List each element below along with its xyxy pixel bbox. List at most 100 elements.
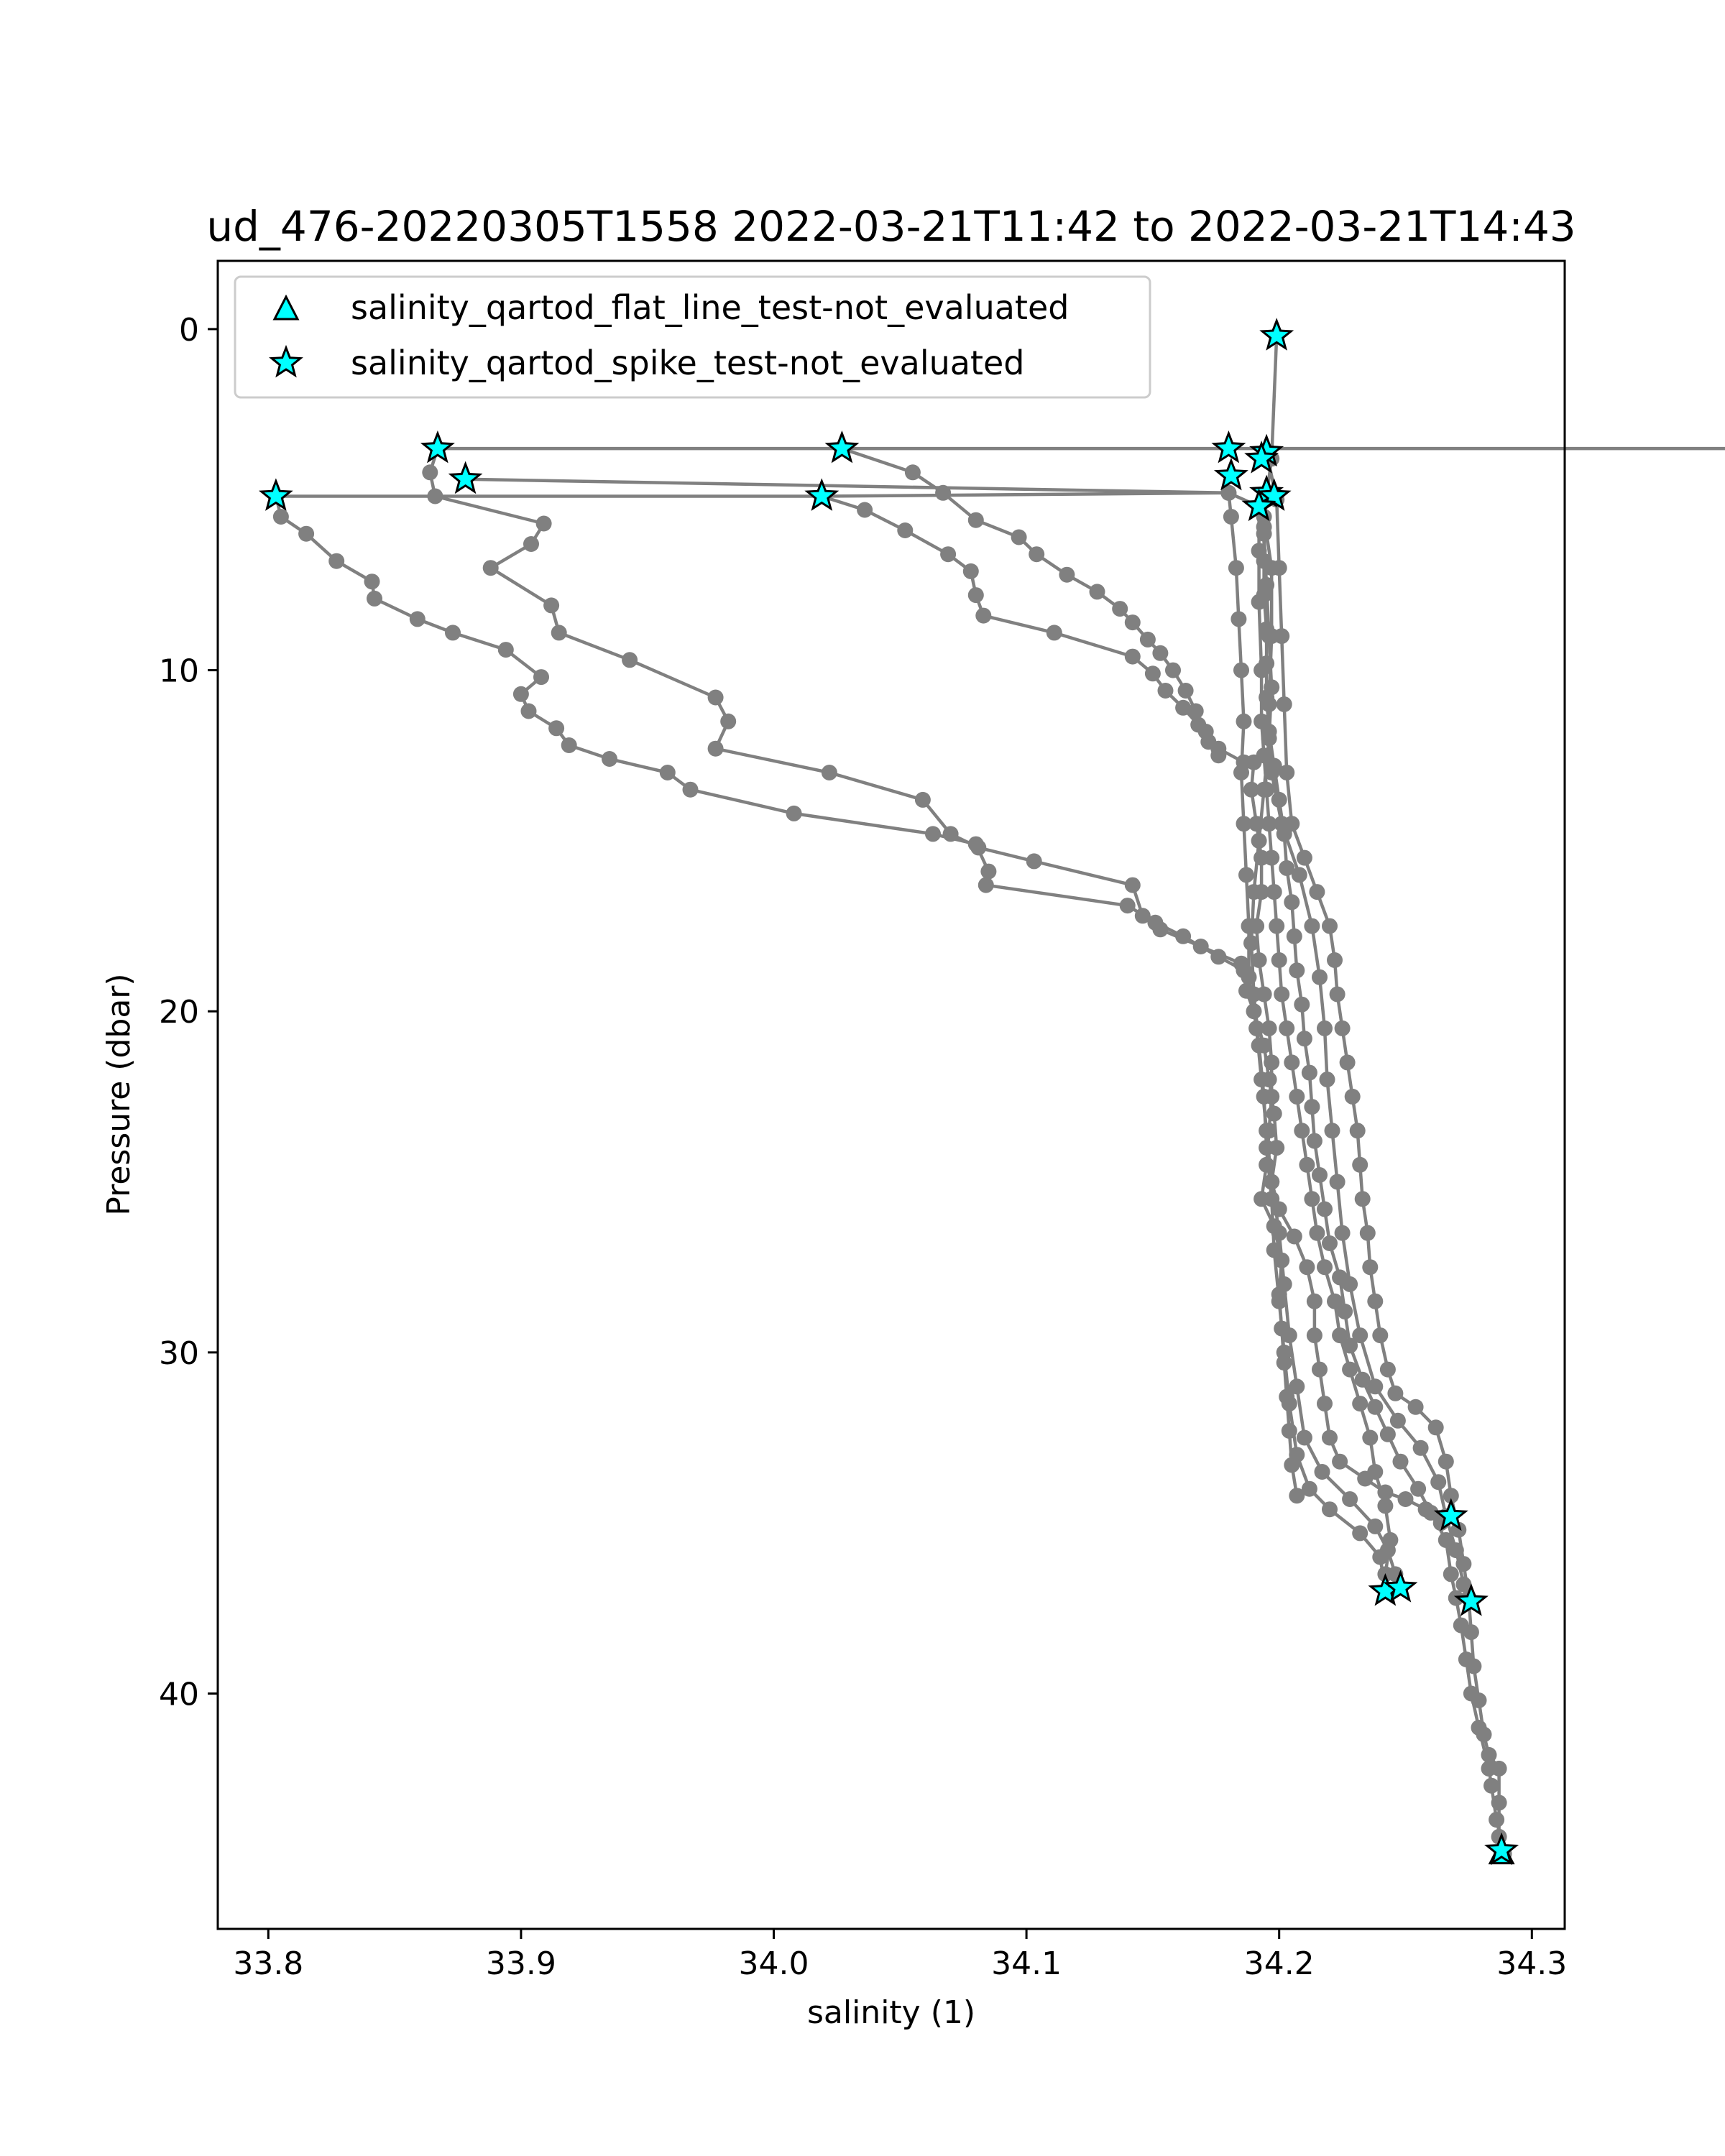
data-point <box>1177 683 1194 699</box>
data-point <box>1230 611 1247 627</box>
data-point <box>1337 1303 1353 1319</box>
data-point <box>1254 1072 1270 1088</box>
data-point <box>1175 699 1192 716</box>
data-point <box>1284 1054 1300 1071</box>
data-point <box>1289 1378 1305 1395</box>
data-point <box>1238 867 1254 883</box>
data-point <box>1059 566 1075 583</box>
data-point <box>1332 1453 1348 1470</box>
data-point <box>1342 1337 1358 1354</box>
data-point <box>1271 952 1287 968</box>
data-point <box>1362 1259 1379 1276</box>
data-point <box>1223 509 1239 525</box>
series-layer <box>267 328 1725 1862</box>
data-point <box>1458 1651 1474 1667</box>
series-5 <box>814 488 1227 764</box>
data-point <box>1443 1566 1459 1583</box>
data-point <box>1274 1252 1290 1268</box>
x-tick-label: 34.1 <box>991 1945 1062 1982</box>
data-point <box>1254 884 1270 900</box>
data-point <box>904 464 921 481</box>
spike-marker <box>1213 457 1248 491</box>
y-tick-label: 40 <box>159 1676 199 1713</box>
series-6 <box>1259 443 1510 1862</box>
data-point <box>786 805 802 821</box>
data-point <box>975 607 992 624</box>
data-point <box>1481 1760 1497 1777</box>
data-point <box>1354 1371 1371 1388</box>
y-axis-label: Pressure (dbar) <box>101 973 137 1215</box>
series-2 <box>422 441 1725 972</box>
data-point <box>1377 1498 1394 1514</box>
data-point <box>962 563 979 579</box>
x-tick-label: 34.3 <box>1496 1945 1567 1982</box>
data-point <box>1261 816 1277 832</box>
data-point <box>1410 1480 1427 1497</box>
data-point <box>1286 928 1302 944</box>
data-point <box>1412 1439 1429 1456</box>
data-point <box>1312 1361 1328 1378</box>
data-point <box>1322 1429 1338 1446</box>
data-point <box>427 488 443 505</box>
legend-label-flat-line: salinity_qartod_flat_line_test-not_evalu… <box>351 288 1069 327</box>
series-9 <box>1243 754 1305 1504</box>
data-point <box>1322 1501 1338 1518</box>
data-point <box>1152 645 1169 661</box>
spike-marker <box>804 478 840 511</box>
data-point <box>1144 665 1161 682</box>
chart-title: ud_476-20220305T1558 2022-03-21T11:42 to… <box>206 202 1576 251</box>
data-point <box>1210 747 1227 764</box>
spike-marker <box>1256 478 1292 511</box>
data-point <box>1372 1327 1389 1344</box>
data-point <box>1254 849 1270 866</box>
x-tick-label: 33.9 <box>486 1945 556 1982</box>
data-point <box>1342 1361 1358 1378</box>
data-point <box>1089 584 1105 600</box>
data-point <box>1124 648 1141 665</box>
data-point <box>1352 1156 1368 1173</box>
data-point <box>707 740 724 757</box>
data-point <box>520 703 537 719</box>
data-point <box>1241 969 1257 985</box>
data-point <box>1309 1225 1325 1241</box>
data-point <box>1029 546 1045 563</box>
data-point <box>1296 849 1312 866</box>
data-point <box>1220 484 1237 501</box>
data-point <box>272 509 289 525</box>
data-point <box>1301 1064 1317 1081</box>
data-point <box>1304 1099 1320 1115</box>
data-point <box>1379 1542 1396 1559</box>
data-point <box>1276 696 1292 712</box>
data-point <box>1317 1396 1333 1412</box>
data-point <box>1165 662 1181 678</box>
data-point <box>914 791 931 808</box>
data-point <box>1152 921 1169 938</box>
data-point <box>1342 1276 1358 1292</box>
marker-layer <box>258 318 1519 1866</box>
data-point <box>1453 1617 1469 1634</box>
data-point <box>1246 754 1262 770</box>
data-point <box>561 737 577 753</box>
data-point <box>1046 625 1062 641</box>
data-point <box>720 713 737 729</box>
spike-marker <box>448 461 483 494</box>
data-point <box>512 686 529 702</box>
data-point <box>1264 1054 1280 1071</box>
data-point <box>1251 952 1267 968</box>
spike-marker <box>1433 1498 1468 1531</box>
data-point <box>1334 1225 1351 1241</box>
data-point <box>1112 601 1128 617</box>
y-tick-label: 30 <box>159 1335 199 1372</box>
data-point <box>1301 1480 1317 1497</box>
data-point <box>897 522 914 538</box>
data-point <box>1367 1518 1384 1534</box>
data-point <box>1228 560 1244 576</box>
data-point <box>1264 1174 1280 1190</box>
data-point <box>1279 1020 1295 1036</box>
data-point <box>548 720 565 737</box>
data-point <box>1011 529 1027 545</box>
data-point <box>1157 683 1174 699</box>
data-point <box>935 484 952 501</box>
data-point <box>1448 1542 1464 1559</box>
series-line <box>274 336 1392 1593</box>
